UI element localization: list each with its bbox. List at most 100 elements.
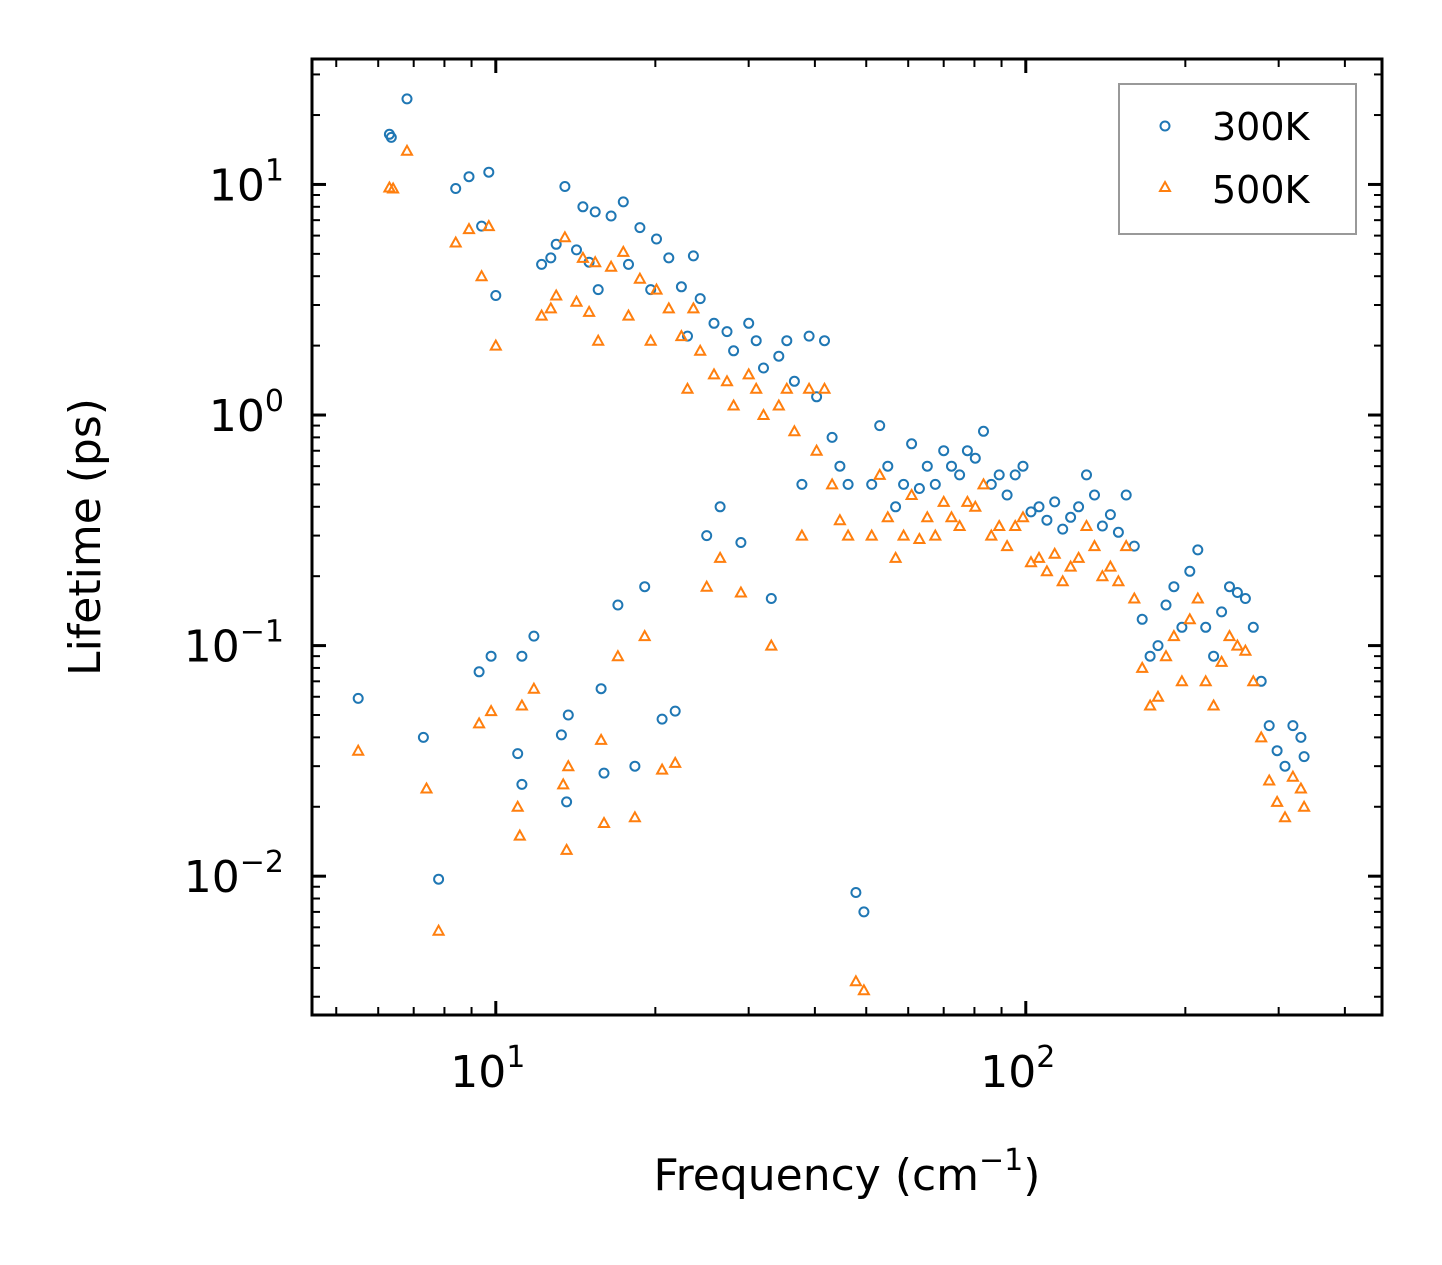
point-500K-30 (597, 815, 611, 828)
point-300K-70 (874, 420, 886, 432)
point-500K-5 (431, 923, 446, 936)
point-300K-19 (550, 238, 562, 250)
point-300K-77 (929, 478, 941, 490)
point-300K-103 (1136, 613, 1148, 625)
point-500K-36 (633, 271, 647, 284)
point-500K-3 (400, 143, 414, 156)
series-500K (351, 143, 1311, 996)
point-500K-45 (686, 301, 701, 314)
point-300K-62 (811, 391, 823, 403)
point-500K-17 (534, 308, 549, 321)
point-300K-50 (721, 326, 733, 338)
point-300K-43 (675, 281, 687, 293)
point-500K-10 (482, 219, 496, 232)
point-500K-24 (569, 294, 584, 307)
point-300K-80 (954, 469, 966, 481)
point-500K-39 (649, 282, 664, 295)
point-500K-48 (707, 367, 721, 380)
point-500K-41 (662, 301, 676, 314)
point-500K-84 (984, 528, 998, 541)
point-500K-22 (559, 842, 574, 855)
point-500K-33 (616, 244, 630, 257)
point-500K-119 (1262, 773, 1276, 786)
point-500K-13 (511, 799, 525, 812)
point-500K-19 (549, 288, 563, 301)
point-300K-113 (1216, 606, 1228, 618)
x-axis-title-base: Frequency (cm (654, 1150, 980, 1201)
point-500K-112 (1206, 698, 1221, 711)
point-500K-60 (795, 528, 809, 541)
point-500K-97 (1087, 539, 1102, 552)
point-300K-93 (1057, 523, 1069, 535)
point-500K-67 (849, 974, 863, 987)
x-tick-label: 102 (980, 1040, 1055, 1098)
point-500K-76 (920, 510, 934, 523)
point-300K-54 (750, 335, 762, 347)
point-500K-74 (904, 487, 919, 500)
point-300K-115 (1231, 587, 1243, 598)
series-300K (352, 93, 1310, 918)
plot-frame (310, 57, 1384, 1017)
point-500K-115 (1230, 638, 1245, 651)
point-500K-107 (1167, 629, 1181, 642)
point-500K-100 (1111, 574, 1126, 587)
point-300K-67 (850, 887, 862, 898)
point-300K-91 (1041, 514, 1053, 526)
point-500K-11 (484, 704, 498, 717)
point-300K-15 (516, 650, 528, 662)
legend-marker-300k (1159, 120, 1171, 132)
point-300K-45 (687, 250, 699, 262)
y-tick-label-exp: −2 (240, 845, 284, 880)
point-300K-10 (483, 166, 495, 178)
point-300K-22 (561, 796, 573, 808)
point-300K-74 (906, 438, 918, 450)
point-300K-95 (1073, 501, 1085, 513)
point-500K-122 (1286, 769, 1300, 782)
point-500K-7 (462, 222, 476, 235)
point-500K-59 (787, 424, 802, 437)
y-tick-label-base: 10 (184, 622, 240, 673)
point-500K-101 (1119, 539, 1133, 552)
x-axis-title: Frequency (cm−1) (654, 1143, 1041, 1201)
point-500K-28 (591, 333, 605, 346)
point-500K-72 (888, 550, 903, 563)
y-tick-label: 10−2 (184, 845, 284, 903)
point-300K-27 (589, 206, 601, 218)
point-500K-26 (582, 304, 596, 317)
point-300K-47 (701, 530, 713, 542)
point-500K-117 (1246, 674, 1260, 687)
point-300K-66 (842, 478, 854, 490)
point-300K-83 (978, 425, 989, 437)
point-500K-51 (726, 398, 741, 411)
point-500K-20 (556, 777, 570, 790)
point-300K-57 (773, 350, 785, 362)
point-300K-98 (1096, 520, 1108, 532)
point-300K-40 (656, 713, 668, 725)
point-500K-29 (594, 732, 608, 745)
x-tick-label-exp: 2 (1036, 1040, 1055, 1075)
point-300K-87 (1009, 469, 1021, 481)
point-500K-124 (1297, 799, 1311, 812)
point-500K-54 (749, 381, 763, 394)
point-500K-49 (713, 550, 727, 563)
point-500K-66 (841, 528, 855, 541)
point-300K-4 (417, 731, 429, 743)
point-300K-39 (651, 233, 662, 245)
legend-label-500k: 500K (1212, 168, 1311, 212)
point-300K-5 (433, 873, 445, 885)
point-300K-114 (1224, 581, 1235, 593)
legend-marker-500k (1158, 179, 1172, 192)
x-tick-label-base: 10 (980, 1047, 1036, 1098)
point-300K-72 (890, 501, 902, 513)
x-tick-label-base: 10 (450, 1047, 506, 1098)
point-300K-34 (623, 258, 634, 270)
point-500K-91 (1040, 564, 1054, 577)
point-500K-104 (1143, 698, 1157, 711)
point-300K-122 (1287, 720, 1299, 732)
point-500K-23 (561, 759, 575, 772)
point-300K-58 (781, 335, 793, 347)
point-500K-40 (655, 762, 669, 775)
point-300K-108 (1176, 621, 1188, 633)
legend: 300K 500K (1118, 83, 1357, 235)
point-300K-2 (385, 131, 397, 143)
